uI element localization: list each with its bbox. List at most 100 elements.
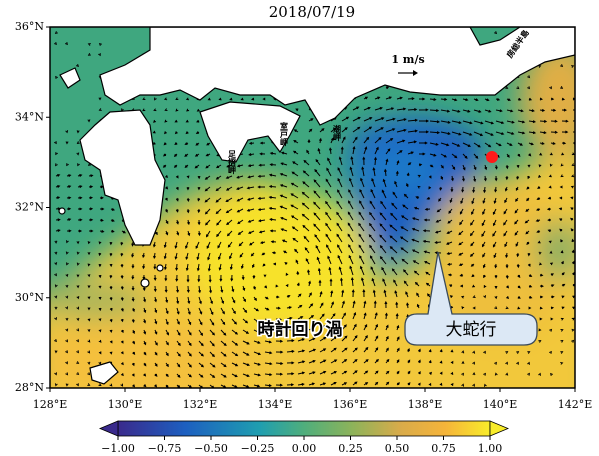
vector [247,164,255,168]
vector [109,252,113,257]
vector [109,351,113,355]
vector [362,156,366,166]
vector [560,163,564,167]
vector [527,263,531,267]
vector [446,230,453,234]
vector [198,362,205,368]
vector [374,156,377,166]
vector [396,370,400,375]
vector [358,211,365,221]
vector [229,263,233,271]
vector [187,340,192,347]
vector [506,98,512,101]
vector [372,289,376,298]
vector [165,318,169,326]
vector [285,272,289,276]
vector [209,329,216,336]
vector [231,296,236,304]
vector [560,250,564,254]
vector [162,164,167,168]
vector [76,64,80,67]
vector [120,307,124,312]
vector [154,362,158,367]
vector [282,250,288,254]
vector [120,340,124,344]
vector [241,274,245,281]
vector [98,361,102,365]
vector [163,153,167,157]
vector [242,285,246,292]
vector [539,295,544,299]
vector [296,270,300,276]
vector [242,351,250,356]
vector [290,182,299,188]
vector [76,361,80,364]
vector [220,296,225,305]
vector [516,252,520,258]
vector [515,197,519,202]
vector [176,307,180,315]
vector [472,306,476,310]
vector [558,207,563,211]
vector [472,186,476,194]
vector [174,252,178,260]
vector [482,197,486,204]
vector [374,146,379,155]
vector [527,86,531,90]
vector [164,274,168,282]
vector [379,212,387,221]
vector [302,224,310,232]
x-tick-label: 136°E [333,398,368,411]
vector [458,252,464,256]
vector [297,293,302,298]
vector [526,197,530,202]
vector [429,153,437,157]
vector [142,108,146,112]
vector [538,164,542,168]
vector [77,196,83,200]
vector [471,208,475,215]
vector [407,129,418,133]
vector [385,128,396,133]
vector [76,141,80,144]
vector [481,241,486,248]
vector [76,372,80,376]
vector [550,306,555,310]
vector [109,340,113,344]
vector [330,336,338,342]
vector [142,252,145,259]
vector [526,241,530,245]
vector [152,241,156,248]
place-label: 室戸岬 [280,121,289,147]
vector [494,274,498,279]
vector [131,241,135,247]
vector [483,295,487,299]
colorbar-tick-label: −0.25 [241,442,275,455]
vector [418,152,426,156]
vector [528,284,533,288]
vector [76,383,79,387]
vector [313,223,321,232]
vector [248,141,255,145]
vector [253,384,261,388]
vector [87,339,91,343]
vector [242,329,250,334]
vector [187,318,192,326]
vector [76,328,80,332]
vector [341,289,345,298]
vector [198,351,204,357]
vector [163,241,167,249]
vector [505,372,509,376]
vector [196,252,200,261]
vector [185,252,189,261]
vector [121,230,127,234]
vector [382,278,387,287]
vector [459,284,464,288]
vector [303,159,310,166]
vector [385,358,390,364]
vector [66,262,69,266]
vector [120,241,124,246]
vector [394,290,398,298]
vector [231,340,239,346]
vector [473,98,479,102]
